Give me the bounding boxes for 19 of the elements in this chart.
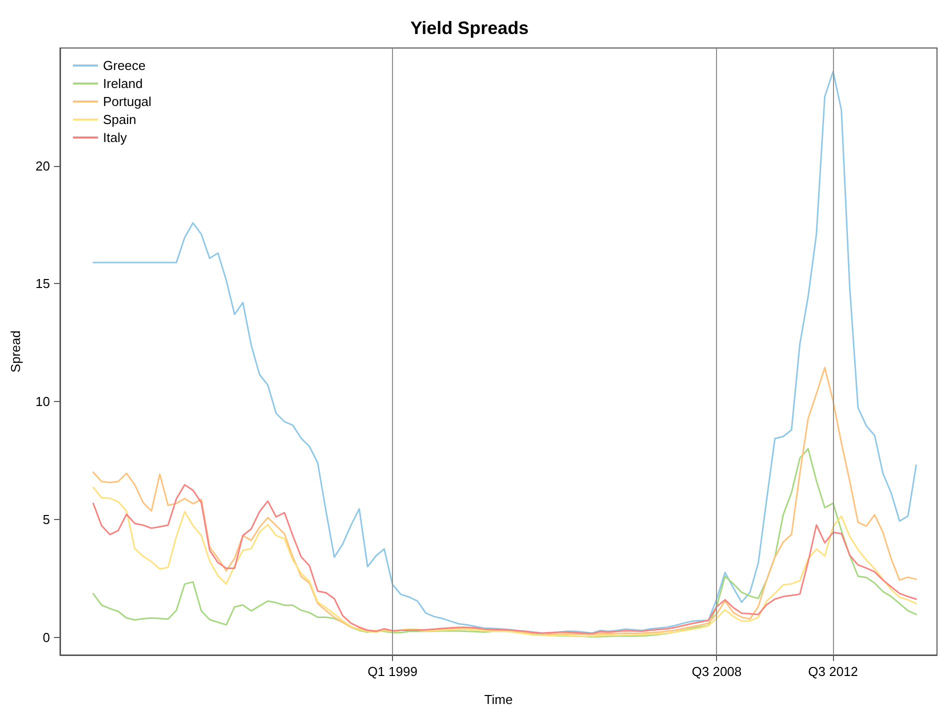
- legend-label: Greece: [103, 58, 146, 73]
- legend-label: Italy: [103, 130, 128, 145]
- legend-label: Spain: [103, 112, 136, 127]
- legend-label: Portugal: [103, 94, 152, 109]
- y-tick-label: 10: [36, 394, 50, 410]
- line-series: [92, 366, 917, 636]
- y-tick-label: 20: [36, 158, 50, 174]
- chart-title: Yield Spreads: [410, 18, 529, 38]
- line-series: [92, 70, 917, 634]
- y-tick-label: 5: [42, 512, 50, 527]
- y-tick-label: 0: [42, 630, 50, 645]
- x-axis-title: Time: [484, 692, 513, 707]
- legend-label: Ireland: [103, 76, 143, 91]
- x-tick-label: Q3 2008: [692, 664, 742, 679]
- x-tick-label: Q3 2012: [808, 664, 858, 679]
- y-axis-title: Spread: [8, 330, 23, 372]
- y-tick-label: 15: [36, 276, 50, 292]
- x-tick-label: Q1 1999: [368, 664, 418, 679]
- line-series: [92, 448, 917, 638]
